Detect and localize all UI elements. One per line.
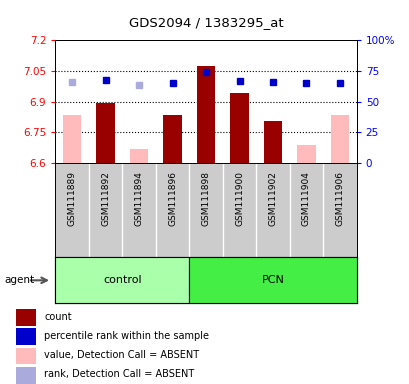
- Bar: [330, 115, 348, 163]
- Bar: [16, 328, 36, 345]
- Bar: [263, 121, 281, 163]
- Bar: [230, 93, 248, 163]
- Text: GSM111889: GSM111889: [67, 171, 76, 226]
- Bar: [163, 115, 181, 163]
- Text: GSM111906: GSM111906: [335, 171, 344, 226]
- Bar: [297, 145, 315, 163]
- Bar: [130, 149, 148, 163]
- Bar: [96, 103, 115, 163]
- Bar: [16, 348, 36, 364]
- Bar: [196, 66, 215, 163]
- Bar: [55, 257, 189, 303]
- Text: GSM111896: GSM111896: [168, 171, 177, 226]
- Text: GSM111902: GSM111902: [268, 171, 277, 226]
- Text: GSM111892: GSM111892: [101, 171, 110, 226]
- Text: agent: agent: [4, 275, 34, 285]
- Text: count: count: [44, 312, 72, 322]
- Text: PCN: PCN: [261, 275, 284, 285]
- Text: percentile rank within the sample: percentile rank within the sample: [44, 331, 209, 341]
- Text: GSM111900: GSM111900: [234, 171, 243, 226]
- Text: value, Detection Call = ABSENT: value, Detection Call = ABSENT: [44, 350, 199, 360]
- Text: control: control: [103, 275, 141, 285]
- Text: GSM111898: GSM111898: [201, 171, 210, 226]
- Text: GDS2094 / 1383295_at: GDS2094 / 1383295_at: [128, 16, 283, 29]
- Text: rank, Detection Call = ABSENT: rank, Detection Call = ABSENT: [44, 369, 194, 379]
- Text: GSM111894: GSM111894: [134, 171, 143, 226]
- Bar: [16, 367, 36, 384]
- Bar: [16, 309, 36, 326]
- Text: GSM111904: GSM111904: [301, 171, 310, 226]
- Bar: [63, 115, 81, 163]
- Bar: [189, 257, 356, 303]
